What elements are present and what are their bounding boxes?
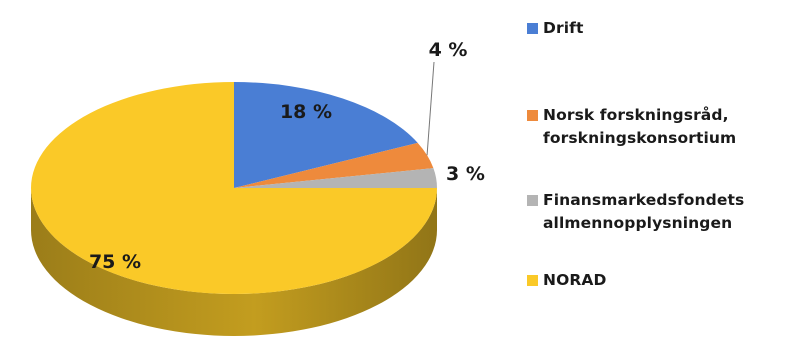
legend-label: Drift	[543, 19, 584, 37]
legend-swatch	[527, 110, 538, 121]
legend-label: NORAD	[543, 271, 607, 289]
data-label-3: 75 %	[89, 251, 141, 273]
pie-slice-3	[31, 82, 437, 294]
pie-slice-2	[234, 168, 437, 188]
data-label-1: 4 %	[429, 39, 468, 61]
leader-line	[426, 61, 435, 156]
pie-slice-1	[234, 142, 434, 188]
legend-item-finansmarkedsfondets: Finansmarkedsfondets allmennopplysningen	[527, 189, 744, 235]
legend-item-norad: NORAD	[527, 269, 606, 292]
data-label-2: 3 %	[446, 163, 485, 185]
legend-item-norsk-forskningsrad: Norsk forskningsråd, forskningskonsortiu…	[527, 104, 736, 150]
legend-label: Norsk forskningsråd, forskningskonsortiu…	[543, 106, 737, 147]
legend-swatch	[527, 23, 538, 34]
legend-swatch	[527, 275, 538, 286]
legend-label: Finansmarkedsfondets allmennopplysningen	[543, 191, 745, 232]
legend-item-drift: Drift	[527, 17, 583, 40]
pie-side-3	[31, 188, 437, 336]
data-label-0: 18 %	[280, 101, 332, 123]
legend-swatch	[527, 195, 538, 206]
pie-chart: 18 % 4 % 3 % 75 %	[31, 39, 485, 336]
pie-slice-0	[234, 82, 418, 188]
